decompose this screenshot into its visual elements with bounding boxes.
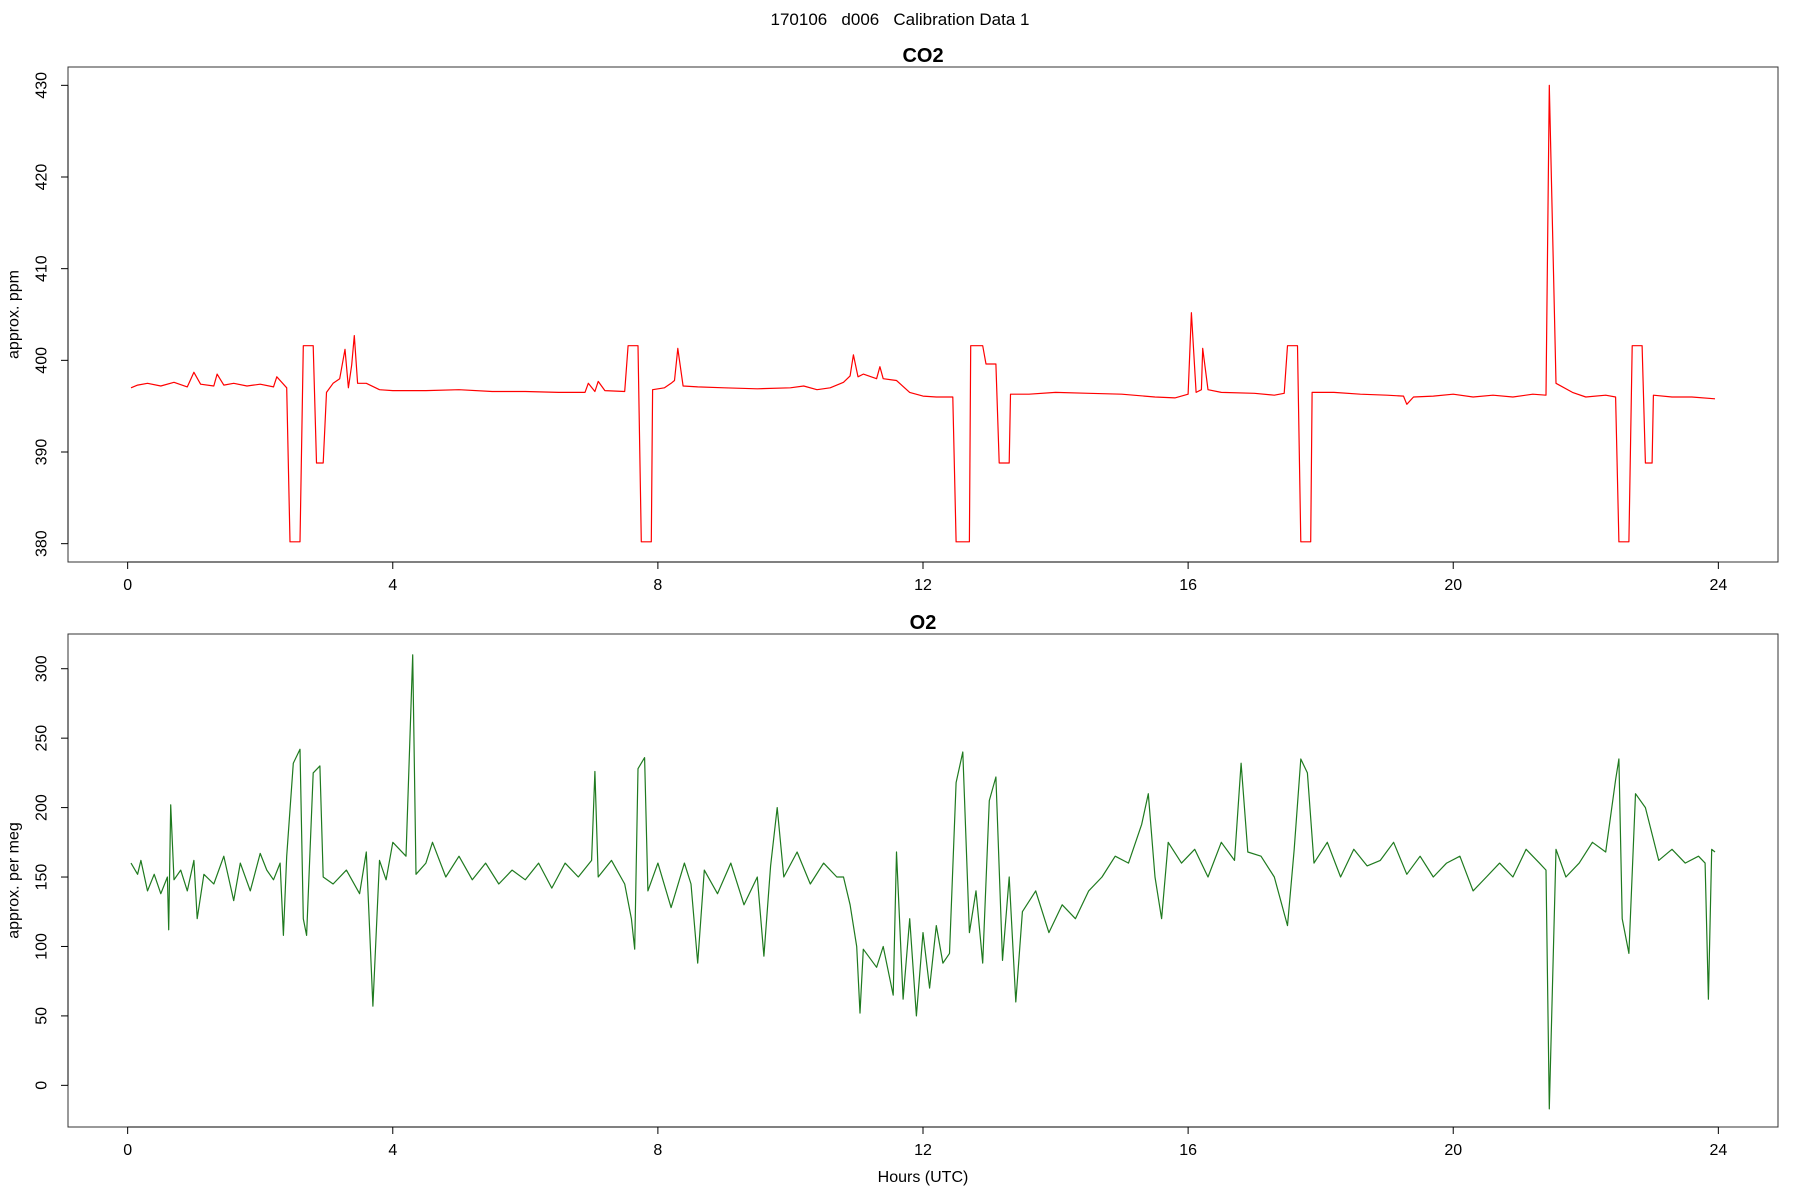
x-tick-label: 20 [1444,577,1462,594]
plot-frame [67,66,1779,563]
y-tick-label: 100 [34,933,51,960]
y-tick-label: 420 [34,164,51,191]
x-tick-label: 4 [388,1142,397,1159]
x-tick-label: 4 [388,577,397,594]
y-tick-label: 410 [34,255,51,282]
x-tick-label: 8 [653,577,662,594]
series-line-o2 [130,654,1716,1110]
x-tick-label: 16 [1179,1142,1197,1159]
panel-co2: CO2 0 4 8 12 16 20 24 380 390 400 410 420 430 approx. … [6,45,1779,594]
figure-title: 170106 d006 Calibration Data 1 [770,10,1030,29]
chart-title: O2 [910,612,937,634]
plot-frame [67,633,1779,1128]
y-tick-label: 300 [34,655,51,682]
panel-o2: O2 0 4 8 12 16 20 24 0 50 100 150 200 250 300 approx. p… [6,612,1779,1186]
y-axis-label: approx. ppm [6,270,23,359]
x-tick-label: 24 [1709,577,1727,594]
x-tick-label: 12 [914,577,932,594]
x-tick-label: 16 [1179,577,1197,594]
y-tick-label: 430 [34,72,51,99]
chart-title: CO2 [902,45,943,67]
series-line-co2 [130,84,1716,543]
y-tick-label: 200 [34,794,51,821]
y-tick-label: 150 [34,864,51,891]
y-tick-label: 390 [34,439,51,466]
x-tick-label: 24 [1709,1142,1727,1159]
y-tick-label: 50 [34,1007,51,1025]
x-axis-label: Hours (UTC) [878,1169,969,1186]
x-tick-label: 0 [123,1142,132,1159]
y-tick-label: 400 [34,347,51,374]
y-axis-label: approx. per meg [6,822,23,939]
x-tick-label: 20 [1444,1142,1462,1159]
x-tick-label: 12 [914,1142,932,1159]
y-tick-label: 380 [34,530,51,557]
x-tick-label: 8 [653,1142,662,1159]
y-tick-label: 0 [34,1081,51,1090]
x-tick-label: 0 [123,577,132,594]
y-tick-label: 250 [34,725,51,752]
